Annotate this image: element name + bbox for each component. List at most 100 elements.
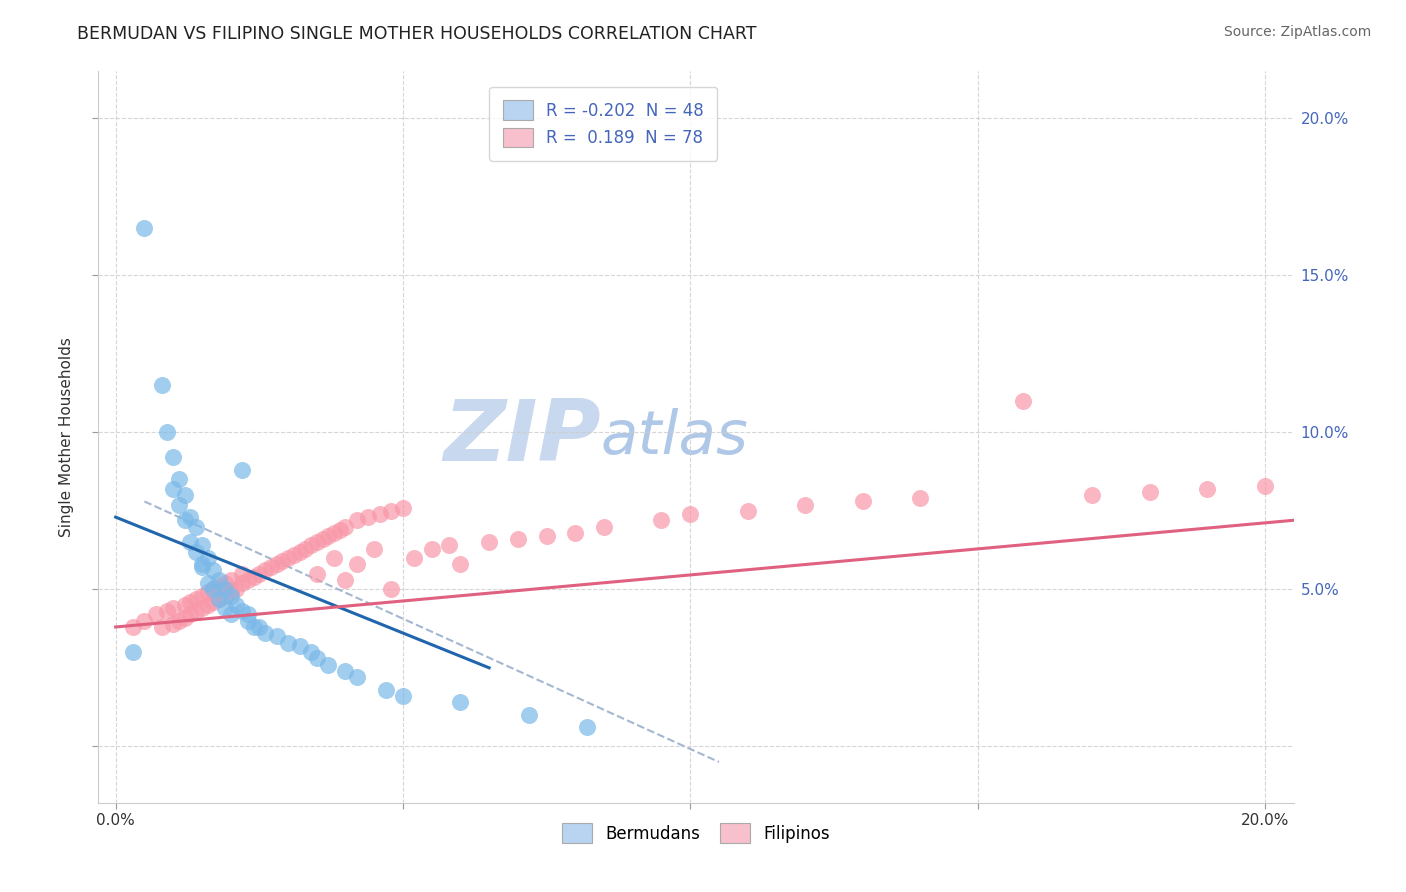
Bermudans bbox=[202, 582, 225, 597]
Bermudans bbox=[449, 695, 471, 709]
Filipinos bbox=[437, 538, 460, 552]
Filipinos bbox=[277, 550, 299, 565]
Bermudans bbox=[150, 378, 173, 392]
Filipinos bbox=[162, 616, 184, 631]
Bermudans bbox=[202, 564, 225, 578]
Filipinos bbox=[254, 564, 277, 578]
Bermudans bbox=[184, 544, 207, 558]
Filipinos bbox=[247, 566, 270, 581]
Filipinos bbox=[191, 589, 214, 603]
Filipinos bbox=[737, 504, 759, 518]
Filipinos bbox=[335, 573, 357, 587]
Filipinos bbox=[1081, 488, 1104, 502]
Filipinos bbox=[478, 535, 501, 549]
Filipinos bbox=[219, 573, 242, 587]
Filipinos bbox=[299, 538, 322, 552]
Bermudans bbox=[167, 473, 190, 487]
Legend: Bermudans, Filipinos: Bermudans, Filipinos bbox=[555, 817, 837, 849]
Bermudans bbox=[231, 463, 253, 477]
Filipinos bbox=[368, 507, 391, 521]
Text: ZIP: ZIP bbox=[443, 395, 600, 479]
Bermudans bbox=[335, 664, 357, 678]
Bermudans bbox=[266, 629, 288, 643]
Y-axis label: Single Mother Households: Single Mother Households bbox=[59, 337, 75, 537]
Filipinos bbox=[288, 544, 311, 558]
Filipinos bbox=[420, 541, 443, 556]
Text: BERMUDAN VS FILIPINO SINGLE MOTHER HOUSEHOLDS CORRELATION CHART: BERMUDAN VS FILIPINO SINGLE MOTHER HOUSE… bbox=[77, 25, 756, 43]
Bermudans bbox=[316, 657, 339, 672]
Filipinos bbox=[231, 566, 253, 581]
Bermudans bbox=[277, 636, 299, 650]
Filipinos bbox=[1139, 485, 1161, 500]
Filipinos bbox=[329, 523, 352, 537]
Filipinos bbox=[346, 513, 368, 527]
Filipinos bbox=[167, 614, 190, 628]
Filipinos bbox=[184, 604, 207, 618]
Filipinos bbox=[184, 591, 207, 606]
Bermudans bbox=[197, 550, 219, 565]
Bermudans bbox=[179, 535, 201, 549]
Filipinos bbox=[852, 494, 875, 508]
Bermudans bbox=[173, 513, 195, 527]
Filipinos bbox=[335, 519, 357, 533]
Bermudans bbox=[247, 620, 270, 634]
Text: Source: ZipAtlas.com: Source: ZipAtlas.com bbox=[1223, 25, 1371, 39]
Filipinos bbox=[305, 566, 328, 581]
Filipinos bbox=[173, 598, 195, 612]
Filipinos bbox=[1197, 482, 1219, 496]
Filipinos bbox=[536, 529, 558, 543]
Filipinos bbox=[271, 554, 294, 568]
Filipinos bbox=[197, 598, 219, 612]
Bermudans bbox=[374, 682, 396, 697]
Bermudans bbox=[191, 560, 214, 574]
Filipinos bbox=[202, 595, 225, 609]
Filipinos bbox=[214, 589, 236, 603]
Bermudans bbox=[236, 607, 259, 622]
Filipinos bbox=[794, 498, 817, 512]
Filipinos bbox=[236, 573, 259, 587]
Bermudans bbox=[346, 670, 368, 684]
Bermudans bbox=[162, 450, 184, 465]
Filipinos bbox=[449, 558, 471, 572]
Bermudans bbox=[191, 558, 214, 572]
Bermudans bbox=[173, 488, 195, 502]
Filipinos bbox=[242, 570, 264, 584]
Filipinos bbox=[197, 585, 219, 599]
Filipinos bbox=[156, 604, 179, 618]
Filipinos bbox=[506, 532, 529, 546]
Filipinos bbox=[346, 558, 368, 572]
Filipinos bbox=[404, 550, 426, 565]
Filipinos bbox=[363, 541, 385, 556]
Filipinos bbox=[231, 576, 253, 591]
Filipinos bbox=[208, 579, 231, 593]
Filipinos bbox=[260, 560, 283, 574]
Filipinos bbox=[150, 620, 173, 634]
Bermudans bbox=[242, 620, 264, 634]
Text: atlas: atlas bbox=[600, 408, 748, 467]
Bermudans bbox=[214, 601, 236, 615]
Filipinos bbox=[191, 601, 214, 615]
Filipinos bbox=[173, 610, 195, 624]
Bermudans bbox=[191, 538, 214, 552]
Bermudans bbox=[219, 589, 242, 603]
Filipinos bbox=[162, 601, 184, 615]
Bermudans bbox=[156, 425, 179, 440]
Filipinos bbox=[1254, 479, 1277, 493]
Bermudans bbox=[162, 482, 184, 496]
Bermudans bbox=[214, 582, 236, 597]
Bermudans bbox=[517, 707, 540, 722]
Bermudans bbox=[167, 498, 190, 512]
Filipinos bbox=[380, 504, 402, 518]
Bermudans bbox=[208, 591, 231, 606]
Filipinos bbox=[650, 513, 672, 527]
Filipinos bbox=[1012, 394, 1035, 409]
Filipinos bbox=[179, 607, 201, 622]
Bermudans bbox=[134, 221, 156, 235]
Filipinos bbox=[179, 595, 201, 609]
Filipinos bbox=[380, 582, 402, 597]
Bermudans bbox=[179, 510, 201, 524]
Filipinos bbox=[593, 519, 616, 533]
Filipinos bbox=[214, 576, 236, 591]
Bermudans bbox=[231, 604, 253, 618]
Filipinos bbox=[679, 507, 702, 521]
